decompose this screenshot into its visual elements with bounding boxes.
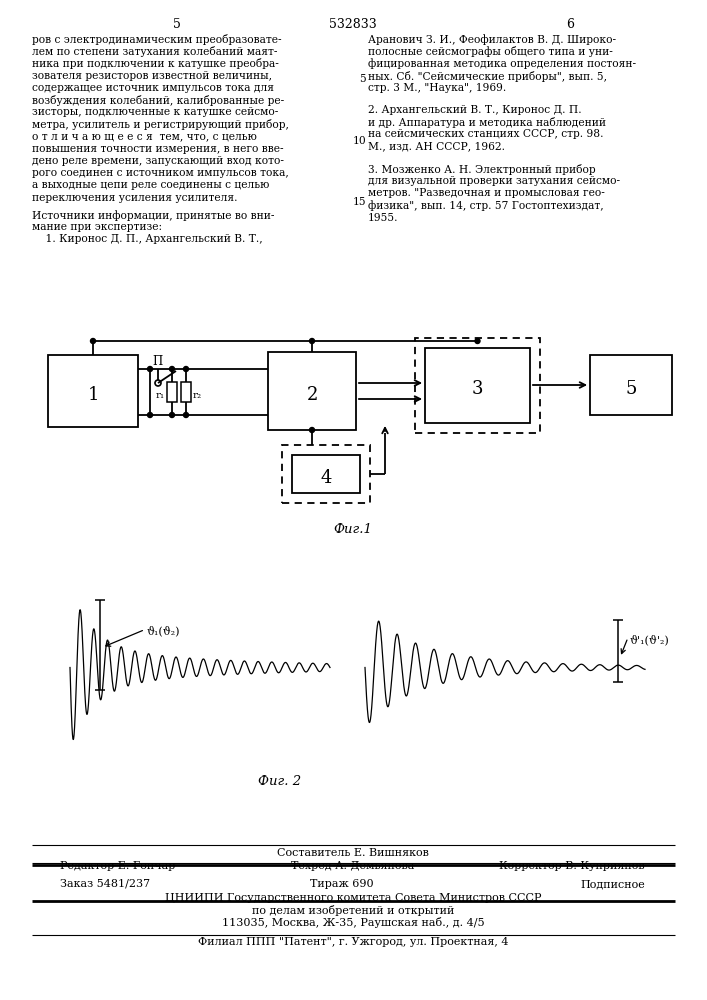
- Text: метров. "Разведочная и промысловая гео-: метров. "Разведочная и промысловая гео-: [368, 188, 605, 198]
- Bar: [415, 338, 540, 433]
- Text: Подписное: Подписное: [580, 879, 645, 889]
- Text: стр. 3 М., "Наука", 1969.: стр. 3 М., "Наука", 1969.: [368, 83, 506, 93]
- Text: 2. Архангельский В. Т., Киронос Д. П.: 2. Архангельский В. Т., Киронос Д. П.: [368, 105, 582, 115]
- Text: физика", вып. 14, стр. 57 Гостоптехиздат,: физика", вып. 14, стр. 57 Гостоптехиздат…: [368, 200, 604, 211]
- Text: лем по степени затухания колебаний маят-: лем по степени затухания колебаний маят-: [32, 46, 278, 57]
- Text: 3: 3: [472, 380, 484, 398]
- Bar: [181, 382, 191, 402]
- Text: по делам изобретений и открытий: по делам изобретений и открытий: [252, 905, 454, 916]
- Circle shape: [184, 366, 189, 371]
- Text: возбуждения колебаний, калиброванные ре-: возбуждения колебаний, калиброванные ре-: [32, 95, 284, 106]
- Text: Техред А. Демьянова: Техред А. Демьянова: [291, 861, 415, 871]
- Text: а выходные цепи реле соединены с целью: а выходные цепи реле соединены с целью: [32, 180, 269, 190]
- Text: повышения точности измерения, в него вве-: повышения точности измерения, в него вве…: [32, 144, 284, 154]
- Text: Составитель Е. Вишняков: Составитель Е. Вишняков: [277, 848, 429, 858]
- Text: 532833: 532833: [329, 18, 377, 31]
- Text: ров с электродинамическим преобразовате-: ров с электродинамическим преобразовате-: [32, 34, 281, 45]
- Text: содержащее источник импульсов тока для: содержащее источник импульсов тока для: [32, 83, 274, 93]
- Text: ϑ'₁(ϑ'₂): ϑ'₁(ϑ'₂): [630, 635, 670, 645]
- Text: и др. Аппаратура и методика наблюдений: и др. Аппаратура и методика наблюдений: [368, 117, 606, 128]
- Circle shape: [310, 338, 315, 344]
- Circle shape: [184, 412, 189, 418]
- Text: Редактор Е. Гончар: Редактор Е. Гончар: [60, 861, 175, 871]
- Circle shape: [475, 338, 480, 344]
- Text: зователя резисторов известной величины,: зователя резисторов известной величины,: [32, 71, 272, 81]
- Text: r₂: r₂: [193, 391, 202, 400]
- Text: 6: 6: [566, 18, 574, 31]
- Text: 1. Киронос Д. П., Архангельский В. Т.,: 1. Киронос Д. П., Архангельский В. Т.,: [32, 234, 262, 244]
- Circle shape: [90, 338, 95, 344]
- Text: зисторы, подключенные к катушке сейсмо-: зисторы, подключенные к катушке сейсмо-: [32, 107, 279, 117]
- Text: Фиг.1: Фиг.1: [334, 523, 373, 536]
- Text: метра, усилитель и регистрирующий прибор,: метра, усилитель и регистрирующий прибор…: [32, 119, 289, 130]
- Text: мание при экспертизе:: мание при экспертизе:: [32, 222, 162, 232]
- Bar: [282, 445, 370, 503]
- Text: полосные сейсмографы общего типа и уни-: полосные сейсмографы общего типа и уни-: [368, 46, 613, 57]
- Text: 5: 5: [359, 74, 366, 84]
- Text: Фиг. 2: Фиг. 2: [259, 775, 302, 788]
- Text: П: П: [152, 355, 162, 368]
- Circle shape: [170, 366, 175, 371]
- Bar: [48, 355, 138, 427]
- Text: 1955.: 1955.: [368, 213, 399, 223]
- Text: рого соединен с источником импульсов тока,: рого соединен с источником импульсов ток…: [32, 168, 288, 178]
- Text: Источники информации, принятые во вни-: Источники информации, принятые во вни-: [32, 210, 274, 221]
- Circle shape: [310, 428, 315, 432]
- Text: ЦНИИПИ Государственного комитета Совета Министров СССР: ЦНИИПИ Государственного комитета Совета …: [165, 893, 542, 903]
- Text: ника при подключении к катушке преобра-: ника при подключении к катушке преобра-: [32, 58, 279, 69]
- Text: для визуальной проверки затухания сейсмо-: для визуальной проверки затухания сейсмо…: [368, 176, 620, 186]
- Bar: [292, 455, 360, 493]
- Circle shape: [170, 412, 175, 418]
- Circle shape: [148, 366, 153, 371]
- Text: 3. Мозженко А. Н. Электронный прибор: 3. Мозженко А. Н. Электронный прибор: [368, 164, 595, 175]
- Text: Филиал ППП "Патент", г. Ужгород, ул. Проектная, 4: Филиал ППП "Патент", г. Ужгород, ул. Про…: [198, 937, 508, 947]
- Text: Корректор В. Куприянов: Корректор В. Куприянов: [499, 861, 645, 871]
- Text: М., изд. АН СССР, 1962.: М., изд. АН СССР, 1962.: [368, 142, 505, 152]
- Text: на сейсмических станциях СССР, стр. 98.: на сейсмических станциях СССР, стр. 98.: [368, 129, 604, 139]
- Text: переключения усиления усилителя.: переключения усиления усилителя.: [32, 193, 238, 203]
- Text: ных. Сб. "Сейсмические приборы", вып. 5,: ных. Сб. "Сейсмические приборы", вып. 5,: [368, 71, 607, 82]
- Text: Тираж 690: Тираж 690: [310, 879, 373, 889]
- Bar: [167, 382, 177, 402]
- Text: 4: 4: [320, 469, 332, 487]
- Text: 1: 1: [87, 386, 99, 404]
- Text: 2: 2: [306, 386, 317, 404]
- Text: 5: 5: [625, 380, 637, 398]
- Text: дено реле времени, запускающий вход кото-: дено реле времени, запускающий вход кото…: [32, 156, 284, 166]
- Text: фицированная методика определения постоян-: фицированная методика определения постоя…: [368, 58, 636, 69]
- Text: 5: 5: [173, 18, 181, 31]
- Bar: [590, 355, 672, 415]
- Bar: [268, 352, 356, 430]
- Text: r₁: r₁: [156, 391, 165, 400]
- Text: 15: 15: [352, 197, 366, 207]
- Text: Заказ 5481/237: Заказ 5481/237: [60, 879, 150, 889]
- Text: ϑ₁(ϑ₂): ϑ₁(ϑ₂): [147, 626, 180, 636]
- Text: 113035, Москва, Ж-35, Раушская наб., д. 4/5: 113035, Москва, Ж-35, Раушская наб., д. …: [222, 917, 484, 928]
- Bar: [425, 348, 530, 423]
- Text: 10: 10: [352, 136, 366, 146]
- Text: о т л и ч а ю щ е е с я  тем, что, с целью: о т л и ч а ю щ е е с я тем, что, с цель…: [32, 132, 257, 142]
- Text: Аранович З. И., Феофилактов В. Д. Широко-: Аранович З. И., Феофилактов В. Д. Широко…: [368, 34, 616, 45]
- Circle shape: [148, 412, 153, 418]
